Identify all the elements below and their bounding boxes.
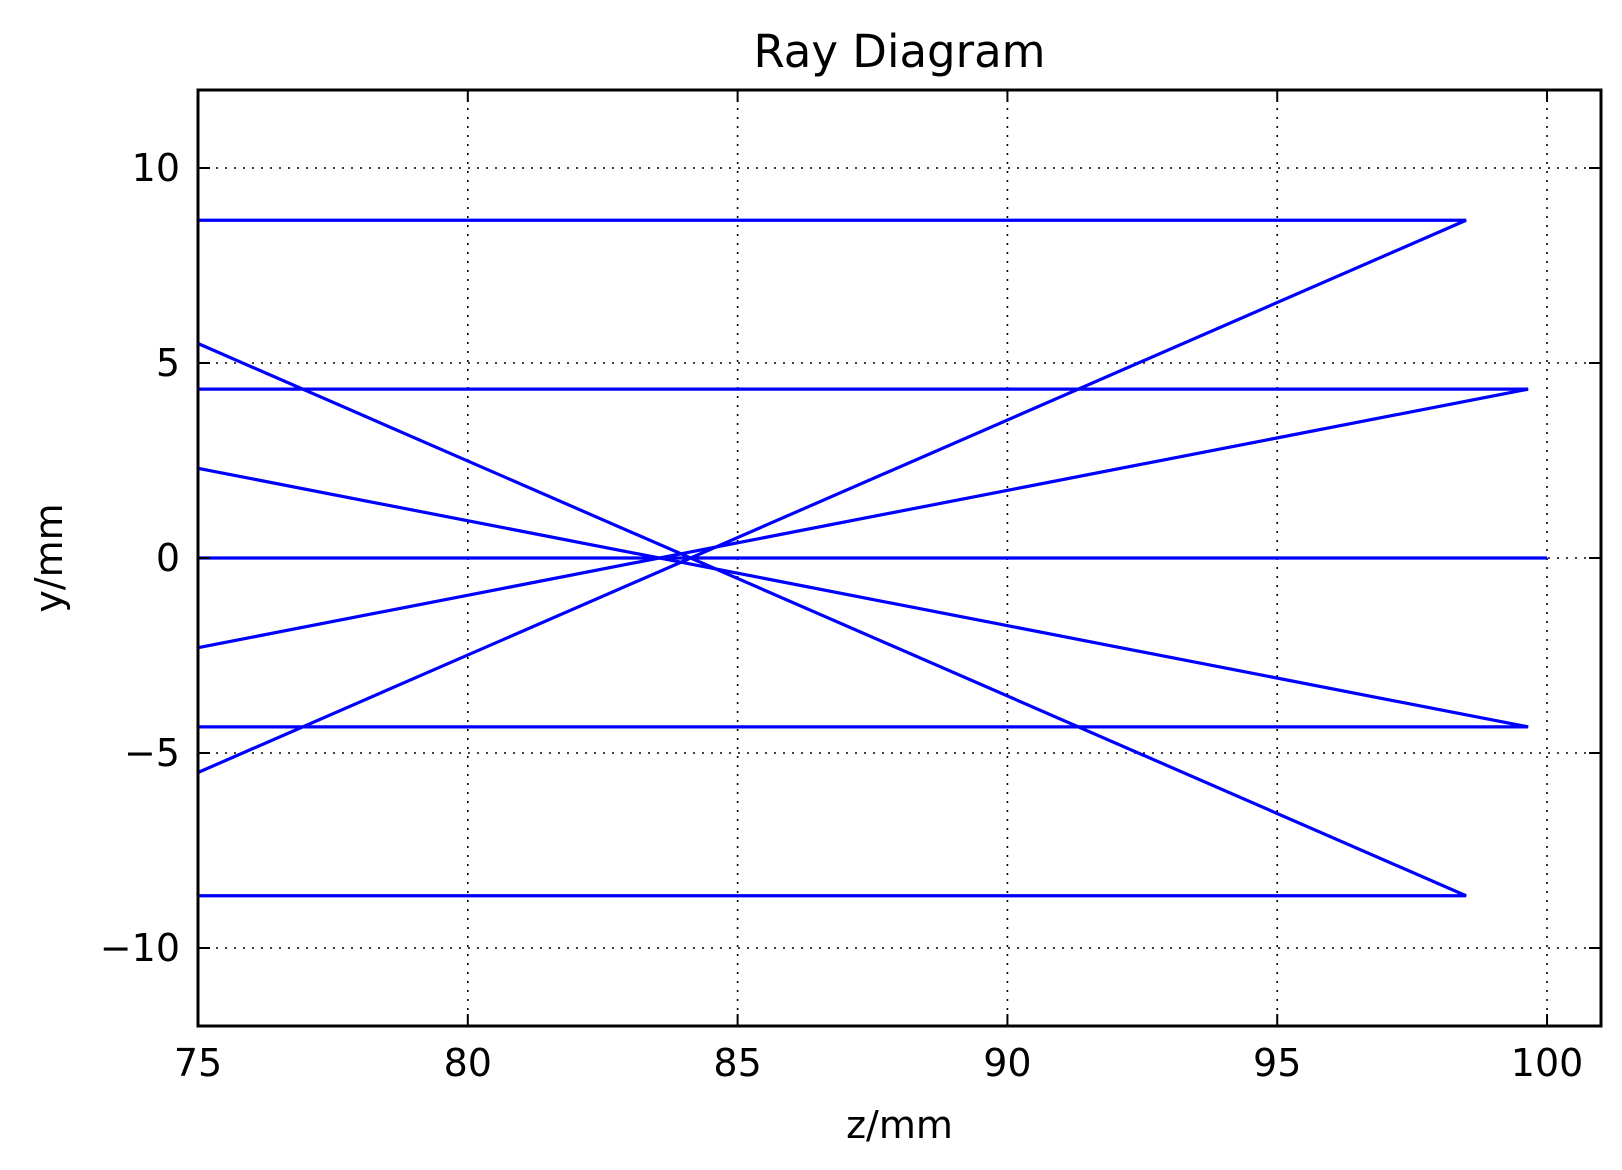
x-tick-label: 90 <box>983 1041 1031 1085</box>
ray-line-4 <box>197 466 1529 729</box>
chart-title: Ray Diagram <box>754 25 1046 78</box>
x-tick-label: 100 <box>1511 1041 1584 1085</box>
ray-line-2 <box>197 387 1529 650</box>
x-tick-label: 75 <box>174 1041 222 1085</box>
y-tick-label: 5 <box>156 341 180 385</box>
y-tick-label: 10 <box>132 146 180 190</box>
x-tick-label: 80 <box>444 1041 492 1085</box>
ray-series <box>197 218 1548 898</box>
ray-line-5 <box>197 342 1467 898</box>
ray-line-1 <box>197 218 1467 774</box>
y-tick-label: −10 <box>100 926 180 970</box>
x-tick-label: 85 <box>713 1041 761 1085</box>
ticks: 75 80 85 90 95 100 −10 −5 0 5 10 <box>100 90 1601 1085</box>
x-axis-label: z/mm <box>846 1103 953 1147</box>
y-axis-label: y/mm <box>27 503 71 612</box>
y-tick-label: −5 <box>124 731 180 775</box>
x-tick-label: 95 <box>1253 1041 1301 1085</box>
y-tick-label: 0 <box>156 536 180 580</box>
